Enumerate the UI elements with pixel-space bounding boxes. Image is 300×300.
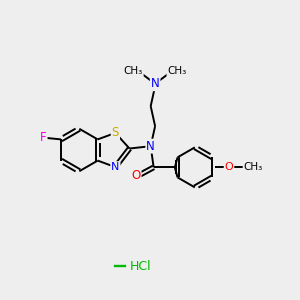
Text: HCl: HCl xyxy=(130,260,152,273)
Text: O: O xyxy=(225,162,233,172)
Text: N: N xyxy=(151,77,160,90)
Text: O: O xyxy=(131,169,141,182)
Text: CH₃: CH₃ xyxy=(167,66,187,76)
Text: F: F xyxy=(40,131,46,144)
Text: N: N xyxy=(146,140,155,153)
Text: N: N xyxy=(111,162,119,172)
Text: CH₃: CH₃ xyxy=(244,162,263,172)
Text: CH₃: CH₃ xyxy=(124,66,143,76)
Text: S: S xyxy=(112,126,119,140)
